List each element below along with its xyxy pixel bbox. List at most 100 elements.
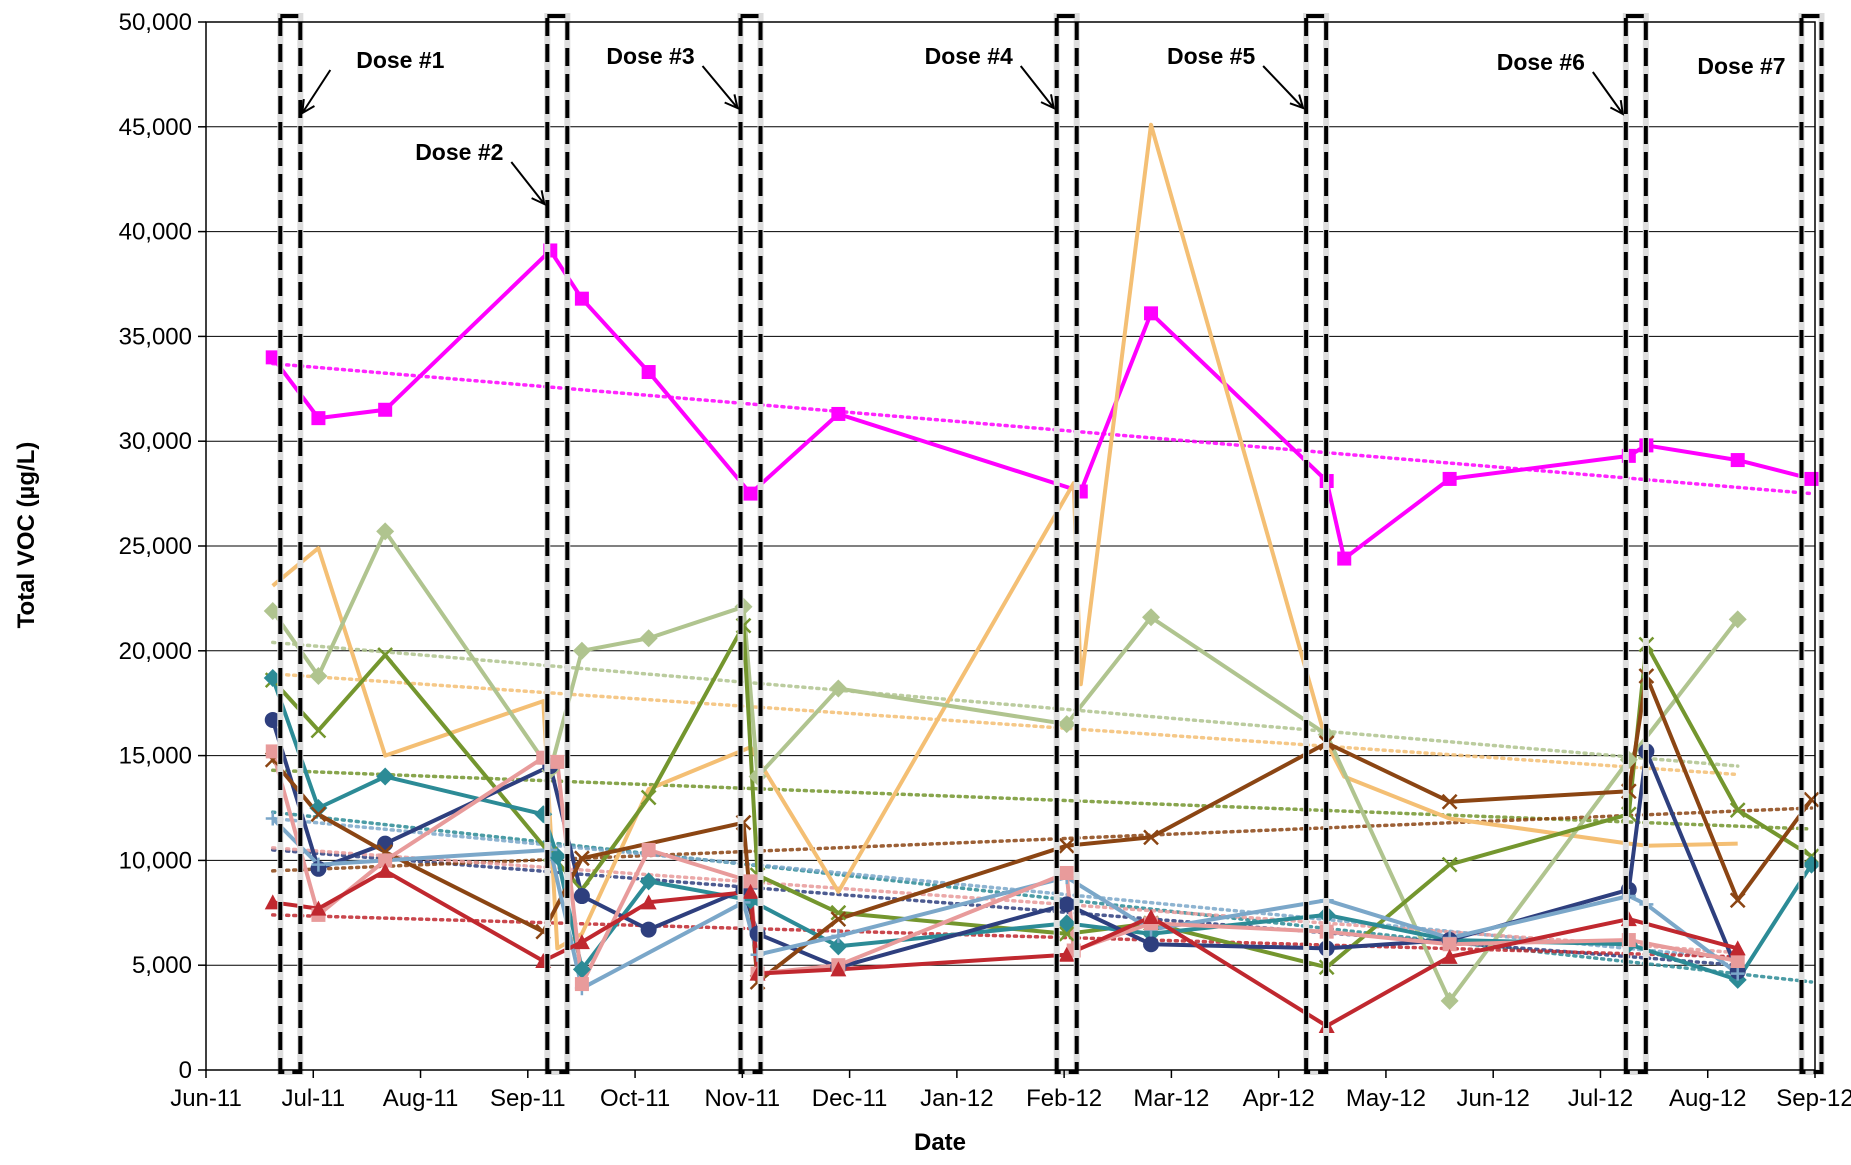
data-point: [640, 789, 657, 806]
series-markers: [263, 243, 1821, 1033]
plot-frame: [205, 21, 1816, 1071]
x-tick-label: Apr-12: [1243, 1085, 1315, 1112]
dose-label: Dose #6: [1497, 49, 1585, 75]
x-tick-label: Jun-11: [170, 1085, 242, 1112]
y-tick-label: 35,000: [119, 323, 192, 350]
data-point: [548, 847, 567, 866]
dose-arrowhead: [301, 98, 315, 115]
x-tick-label: Dec-11: [812, 1085, 888, 1112]
data-point: [1441, 793, 1458, 810]
axes: 0 5,000 10,000 15,000 20,000 25,000 30,000 35,0…: [119, 9, 1851, 1112]
data-point: [829, 679, 848, 698]
y-tick-label: 40,000: [119, 219, 192, 246]
data-point: [1059, 865, 1074, 880]
dose-box: [738, 14, 763, 1074]
data-point: [265, 350, 280, 365]
trendline: [270, 806, 1814, 873]
dose-label: Dose #1: [356, 47, 444, 73]
data-point: [309, 666, 328, 685]
dose-label: Dose #5: [1167, 43, 1255, 69]
data-point: [1058, 837, 1075, 854]
trendline: [270, 672, 1740, 777]
data-point: [1802, 855, 1821, 874]
y-tick-label: 25,000: [119, 533, 192, 560]
data-point: [743, 486, 758, 501]
dose-label: Dose #2: [415, 139, 503, 165]
data-point: [1058, 896, 1075, 913]
data-point: [573, 934, 590, 950]
data-point: [640, 921, 657, 938]
data-point: [574, 291, 589, 306]
y-tick-label: 20,000: [119, 638, 192, 665]
trendline: [270, 361, 1814, 496]
data-point: [1730, 954, 1745, 969]
dose-markers: Dose #1 Dose #2 Dose #3 Dose #4 Dose #5 Dose …: [277, 13, 1825, 1075]
data-point: [1730, 453, 1745, 468]
dose-label: Dose #3: [606, 43, 694, 69]
data-point: [263, 601, 282, 620]
data-point: [1441, 948, 1458, 964]
data-point: [830, 961, 847, 977]
data-point: [1337, 551, 1352, 566]
data-point: [311, 857, 326, 872]
data-point: [1057, 715, 1076, 734]
data-point: [265, 744, 280, 759]
data-point: [1142, 608, 1161, 627]
dose-label: Dose #4: [925, 43, 1013, 69]
dose-box: [1799, 14, 1824, 1074]
dose-band: [1053, 13, 1080, 1075]
data-point: [639, 872, 658, 891]
x-tick-label: Feb-12: [1026, 1085, 1102, 1112]
x-tick-label: Oct-11: [600, 1085, 670, 1112]
dose-arrowhead: [1040, 94, 1056, 110]
dose-band: [1622, 13, 1649, 1075]
trendlines: [270, 361, 1814, 984]
data-point: [641, 365, 656, 380]
dose-arrow: [701, 65, 739, 109]
data-point: [829, 937, 848, 956]
dose-arrow: [1592, 71, 1624, 115]
data-point: [830, 911, 847, 927]
dose-arrow: [1262, 65, 1304, 109]
dose-band: [1798, 13, 1825, 1075]
data-point: [1729, 892, 1746, 909]
data-point: [640, 894, 657, 910]
data-point: [742, 883, 759, 899]
dose-arrow: [301, 69, 332, 114]
data-point: [1143, 908, 1160, 924]
data-point: [641, 842, 656, 857]
data-point: [309, 799, 328, 817]
x-tick-label: Jul-12: [1568, 1085, 1633, 1112]
dose-box: [278, 14, 303, 1074]
x-tick-label: Jun-12: [1457, 1085, 1530, 1112]
data-point: [1803, 791, 1820, 808]
data-point: [831, 928, 846, 943]
data-point: [378, 402, 393, 417]
data-point: [1729, 940, 1746, 956]
data-point: [1442, 937, 1457, 952]
data-point: [376, 767, 395, 786]
y-tick-label: 0: [179, 1057, 192, 1084]
data-point: [311, 411, 326, 426]
data-point: [1442, 471, 1457, 486]
data-point: [1143, 829, 1159, 846]
x-tick-label: May-12: [1346, 1085, 1426, 1112]
data-point: [376, 522, 395, 541]
dose-arrow: [510, 161, 546, 205]
dose-arrowhead: [531, 190, 546, 206]
dose-arrowhead: [1289, 94, 1305, 110]
data-point: [550, 754, 565, 769]
x-axis-title: Date: [914, 1129, 966, 1156]
data-point: [1144, 306, 1159, 321]
y-tick-label: 10,000: [119, 847, 192, 874]
data-point: [377, 835, 394, 852]
data-point: [574, 977, 589, 992]
dose-box: [1304, 14, 1329, 1074]
data-point: [831, 406, 846, 421]
data-point: [264, 711, 281, 728]
dose-arrowhead: [1609, 100, 1625, 116]
data-point: [378, 853, 393, 868]
dose-arrow: [1019, 65, 1055, 109]
